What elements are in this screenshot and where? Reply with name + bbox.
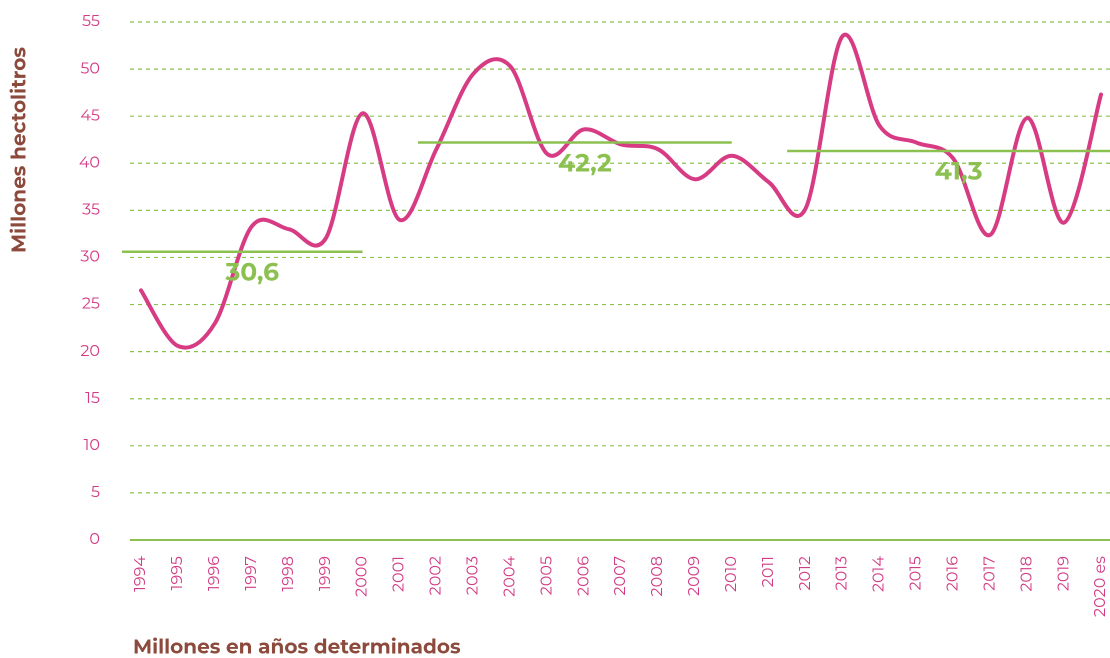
x-tick-label: 2007 xyxy=(611,556,630,596)
x-tick-label: 2004 xyxy=(500,556,519,597)
series-line xyxy=(139,32,1103,350)
x-tick-label: 2005 xyxy=(537,556,556,595)
x-tick-label: 1994 xyxy=(131,556,150,592)
y-tick-label: 20 xyxy=(80,342,100,361)
x-tick-label: 2014 xyxy=(870,556,889,592)
y-tick-label: 30 xyxy=(80,248,100,267)
x-tick-label: 1996 xyxy=(205,556,224,591)
x-tick-label: 2003 xyxy=(464,556,483,595)
y-tick-label: 0 xyxy=(89,530,100,549)
x-axis-title: Millones en años determinados xyxy=(133,635,461,658)
y-tick-label: 40 xyxy=(79,153,100,172)
x-tick-label: 2006 xyxy=(574,556,593,596)
average-label: 30,6 xyxy=(224,258,279,288)
x-tick-label: 2008 xyxy=(648,556,667,596)
x-tick-label: 1999 xyxy=(316,556,335,591)
x-tick-label: 2010 xyxy=(722,556,741,592)
x-tick-label: 2019 xyxy=(1054,556,1073,591)
average-label: 42,2 xyxy=(558,148,612,178)
x-tick-label: 2012 xyxy=(796,556,815,591)
y-tick-label: 5 xyxy=(91,483,100,502)
y-tick-label: 10 xyxy=(84,436,100,455)
x-tick-label: 2018 xyxy=(1017,556,1036,592)
x-tick-label: 2017 xyxy=(980,556,999,591)
x-tick-label: 2002 xyxy=(427,556,446,595)
y-tick-label: 15 xyxy=(85,389,100,408)
x-tick-label: 2016 xyxy=(944,556,963,591)
y-tick-label: 55 xyxy=(82,12,100,31)
average-label: 41,3 xyxy=(935,157,983,187)
x-tick-label: 2009 xyxy=(685,556,704,596)
y-tick-label: 45 xyxy=(80,106,100,125)
x-tick-label: 2001 xyxy=(390,556,409,592)
x-tick-label: 2015 xyxy=(907,556,926,590)
y-tick-label: 25 xyxy=(82,295,100,314)
x-tick-label: 1995 xyxy=(168,556,187,590)
x-tick-label: 2011 xyxy=(759,556,778,587)
x-tick-label: 2000 xyxy=(353,556,372,597)
y-tick-label: 50 xyxy=(80,59,100,78)
x-tick-label: 2013 xyxy=(833,556,852,590)
x-tick-label: 2020 es xyxy=(1091,556,1110,617)
y-axis-title: Millones hectolitros xyxy=(7,47,31,253)
y-tick-label: 35 xyxy=(82,201,100,220)
x-tick-label: 1998 xyxy=(279,556,298,591)
x-tick-label: 1997 xyxy=(242,556,261,591)
